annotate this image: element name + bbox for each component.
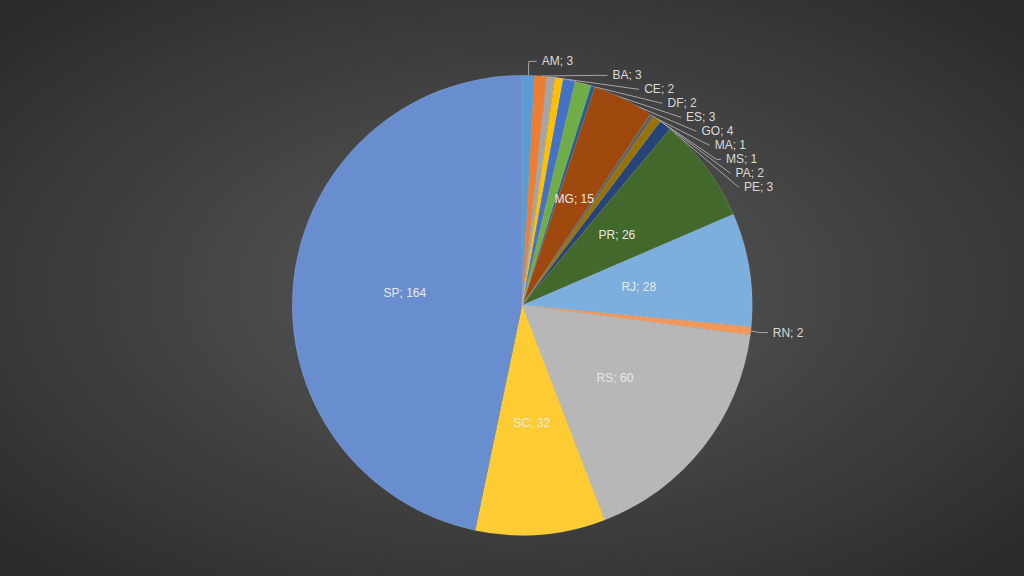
svg-text:GO; 4: GO; 4 [702, 124, 734, 138]
svg-text:PE; 3: PE; 3 [744, 180, 774, 194]
svg-text:SC; 32: SC; 32 [513, 416, 550, 430]
svg-text:RN; 2: RN; 2 [773, 326, 804, 340]
svg-text:PR; 26: PR; 26 [599, 228, 636, 242]
svg-text:RS; 60: RS; 60 [597, 371, 634, 385]
svg-text:RJ; 28: RJ; 28 [621, 280, 656, 294]
svg-text:MG; 15: MG; 15 [555, 192, 595, 206]
svg-text:CE; 2: CE; 2 [644, 82, 674, 96]
svg-text:PA; 2: PA; 2 [736, 166, 765, 180]
svg-text:MS; 1: MS; 1 [726, 152, 758, 166]
svg-text:MA; 1: MA; 1 [715, 138, 747, 152]
svg-text:SP; 164: SP; 164 [384, 286, 427, 300]
svg-text:BA; 3: BA; 3 [612, 68, 642, 82]
svg-text:ES; 3: ES; 3 [686, 110, 716, 124]
svg-text:AM; 3: AM; 3 [542, 54, 574, 68]
svg-text:DF; 2: DF; 2 [667, 96, 697, 110]
